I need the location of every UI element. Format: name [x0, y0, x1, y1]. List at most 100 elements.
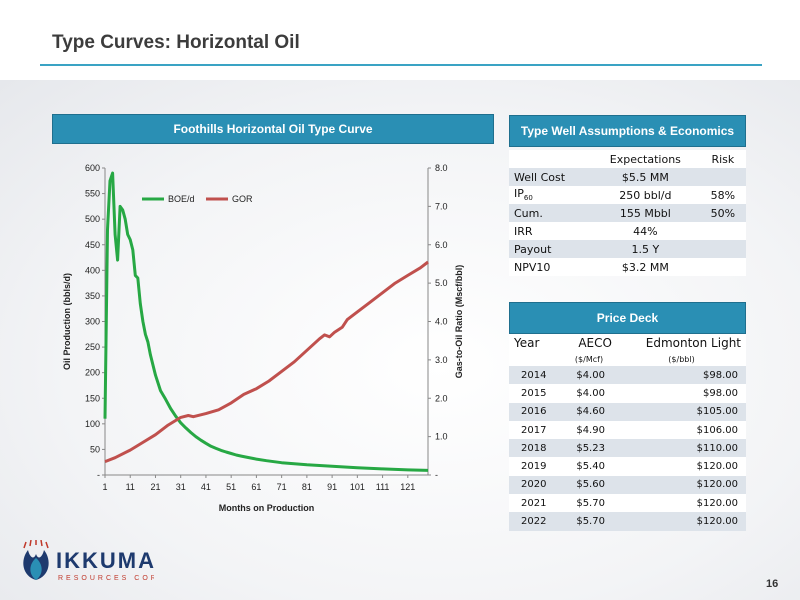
y-tick-label: 600 [85, 163, 100, 173]
price-deck-year: 2015 [509, 384, 562, 403]
price-deck-header-aeco: AECO [561, 334, 617, 352]
assumptions-row: Well Cost $5.5 MM [509, 168, 746, 186]
x-tick-label: 61 [251, 482, 261, 492]
chart-title: Foothills Horizontal Oil Type Curve [52, 114, 494, 144]
assumptions-row: IP60 250 bbl/d 58% [509, 186, 746, 204]
assumptions-risk [699, 240, 746, 258]
y-tick-label: 150 [85, 393, 100, 403]
logo-subtext: RESOURCES CORP. [58, 575, 154, 582]
price-deck-aeco: $4.90 [561, 420, 617, 440]
x-tick-label: 31 [176, 482, 186, 492]
price-deck-year: 2020 [509, 475, 562, 495]
y-axis-label: Oil Production (bbls/d) [62, 273, 72, 370]
price-deck-header-row: Year AECO Edmonton Light [509, 334, 746, 352]
price-deck-aeco: $4.60 [561, 402, 617, 421]
y2-tick-label: 5.0 [435, 278, 448, 288]
y-tick-label: 100 [85, 419, 100, 429]
assumptions-value: 155 Mbbl [590, 204, 700, 222]
y-tick-label: 50 [90, 444, 100, 454]
y2-tick-label: 3.0 [435, 355, 448, 365]
price-deck-aeco: $5.70 [561, 512, 617, 531]
assumptions-row: Payout 1.5 Y [509, 240, 746, 258]
y-tick-label: 300 [85, 317, 100, 327]
price-deck-edmonton: $120.00 [616, 457, 746, 476]
x-tick-label: 81 [302, 482, 312, 492]
y2-tick-label: 7.0 [435, 201, 448, 211]
y2-tick-label: 8.0 [435, 163, 448, 173]
assumptions-risk: 50% [699, 204, 746, 222]
price-deck-aeco: $5.40 [561, 457, 617, 476]
price-deck-title: Price Deck [509, 302, 746, 334]
price-deck-aeco: $5.70 [561, 494, 617, 513]
price-deck-year: 2021 [509, 494, 562, 513]
price-deck-units-row: ($/Mcf) ($/bbl) [509, 352, 746, 366]
y-tick-label: 200 [85, 368, 100, 378]
price-deck-table: Year AECO Edmonton Light ($/Mcf) ($/bbl)… [509, 334, 746, 531]
y2-tick-label: 4.0 [435, 317, 448, 327]
price-deck-row: 2014 $4.00 $98.00 [509, 366, 746, 385]
price-deck-edmonton: $105.00 [616, 402, 746, 421]
y-tick-label: 500 [85, 214, 100, 224]
y2-tick-label: 1.0 [435, 432, 448, 442]
price-deck-row: 2016 $4.60 $105.00 [509, 402, 746, 421]
assumptions-row: IRR 44% [509, 222, 746, 240]
assumptions-header-risk: Risk [699, 150, 746, 168]
price-deck-aeco: $4.00 [561, 384, 617, 403]
y-tick-label: - [97, 470, 100, 480]
x-tick-label: 121 [400, 482, 415, 492]
assumptions-risk [699, 258, 746, 276]
price-deck-row: 2017 $4.90 $106.00 [509, 420, 746, 440]
legend-label: BOE/d [168, 194, 195, 204]
price-deck-year: 2019 [509, 457, 562, 476]
price-deck-row: 2019 $5.40 $120.00 [509, 457, 746, 476]
price-deck-row: 2021 $5.70 $120.00 [509, 494, 746, 513]
assumptions-label: Cum. [509, 204, 591, 222]
y2-tick-label: 2.0 [435, 393, 448, 403]
assumptions-value: $3.2 MM [590, 258, 700, 276]
assumptions-header-blank [509, 150, 591, 168]
x-tick-label: 41 [201, 482, 211, 492]
y-tick-label: 400 [85, 265, 100, 275]
price-deck-row: 2018 $5.23 $110.00 [509, 439, 746, 458]
y-tick-label: 250 [85, 342, 100, 352]
assumptions-value: 1.5 Y [590, 240, 700, 258]
title-divider [40, 64, 762, 66]
series-line-gor [104, 260, 429, 463]
price-deck-row: 2022 $5.70 $120.00 [509, 512, 746, 531]
price-deck-edmonton: $110.00 [616, 439, 746, 458]
price-deck-edmonton: $106.00 [616, 420, 746, 440]
assumptions-label: Payout [509, 240, 591, 258]
assumptions-value: $5.5 MM [590, 168, 700, 186]
y2-tick-label: 6.0 [435, 240, 448, 250]
x-tick-label: 11 [126, 482, 135, 492]
price-deck-units-edmonton: ($/bbl) [616, 352, 746, 366]
y-tick-label: 550 [85, 189, 100, 199]
assumptions-title: Type Well Assumptions & Economics [509, 115, 746, 147]
y2-axis-label: Gas-to-Oil Ratio (Mscf/bbl) [454, 265, 464, 379]
assumptions-risk [699, 168, 746, 186]
x-tick-label: 21 [150, 482, 160, 492]
price-deck-aeco: $5.60 [561, 475, 617, 495]
price-deck-year: 2014 [509, 366, 562, 385]
x-tick-label: 1 [102, 482, 107, 492]
price-deck-year: 2022 [509, 512, 562, 531]
x-tick-label: 51 [226, 482, 236, 492]
price-deck-header-year: Year [509, 334, 562, 352]
price-deck-units-year [509, 352, 562, 366]
assumptions-label: NPV10 [509, 258, 591, 276]
company-logo: IKKUMA RESOURCES CORP. [14, 539, 168, 593]
x-tick-label: 71 [277, 482, 287, 492]
price-deck-row: 2020 $5.60 $120.00 [509, 475, 746, 495]
x-tick-label: 91 [327, 482, 337, 492]
assumptions-row: NPV10 $3.2 MM [509, 258, 746, 276]
assumptions-risk: 58% [699, 186, 746, 204]
assumptions-label: IP60 [509, 186, 591, 204]
assumptions-risk [699, 222, 746, 240]
logo-wordmark: IKKUMA [56, 548, 154, 573]
x-tick-label: 111 [376, 482, 390, 492]
page-number: 16 [766, 578, 779, 590]
assumptions-value: 44% [590, 222, 700, 240]
assumptions-row: Cum. 155 Mbbl 50% [509, 204, 746, 222]
type-curve-chart: - 50 100 150 200 250 300 350 400 450 500 550 600 - 1.0… [62, 163, 464, 513]
series-line-boe-d [103, 171, 429, 472]
